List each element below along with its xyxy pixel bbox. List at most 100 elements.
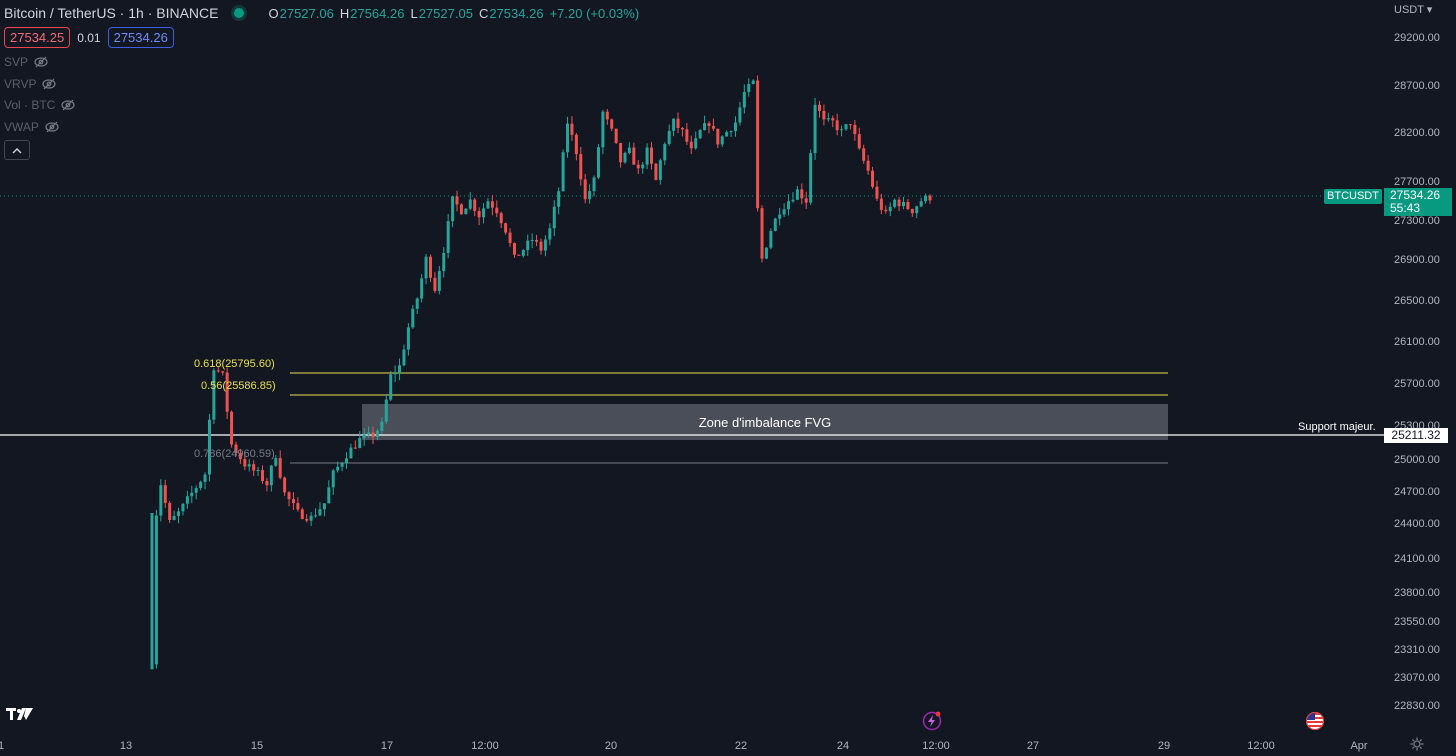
price-axis-label: 28200.00 <box>1394 127 1440 139</box>
candle <box>685 122 689 146</box>
eye-slash-icon[interactable] <box>34 56 48 68</box>
candle <box>287 491 291 507</box>
price-axis-label: 26900.00 <box>1394 254 1440 266</box>
eye-slash-icon[interactable] <box>45 121 59 133</box>
low-label: L <box>410 5 418 21</box>
candle <box>243 452 247 471</box>
candle <box>596 144 600 180</box>
candle <box>349 443 353 459</box>
candle <box>406 323 410 356</box>
market-status-icon[interactable] <box>234 8 245 18</box>
candle <box>800 183 804 205</box>
time-axis-label: 12:00 <box>471 740 499 752</box>
eye-slash-icon[interactable] <box>42 78 57 90</box>
candle <box>641 161 645 174</box>
eye-slash-icon[interactable] <box>61 99 75 111</box>
candle <box>393 365 397 383</box>
fib-level-0786[interactable]: 0.786(24960.59) <box>194 448 275 460</box>
candle <box>212 368 216 425</box>
candle <box>464 208 468 215</box>
candle <box>499 211 503 228</box>
candle <box>283 476 287 496</box>
candle <box>650 142 654 170</box>
candle <box>619 142 623 168</box>
candle <box>557 187 561 215</box>
support-label[interactable]: Support majeur. <box>1298 421 1376 433</box>
candle <box>415 297 419 314</box>
close-value: 27534.26 <box>489 5 544 21</box>
indicator-label: VRVP <box>4 77 37 91</box>
candle <box>345 452 348 469</box>
fvg-zone-rect[interactable] <box>362 404 1168 440</box>
tradingview-logo-icon[interactable] <box>6 706 34 727</box>
close-label: C <box>478 5 489 21</box>
sell-button[interactable]: 27534.25 <box>4 27 71 48</box>
price-axis-label: 24100.00 <box>1394 553 1440 565</box>
indicator-vwap[interactable]: VWAP <box>4 120 59 134</box>
candle <box>535 234 539 247</box>
candle <box>203 472 207 490</box>
candle <box>278 450 282 480</box>
price-axis-label: 25700.00 <box>1394 378 1440 390</box>
candle <box>375 429 379 441</box>
candle <box>194 485 198 500</box>
time-axis-label: Apr <box>1350 740 1367 752</box>
candle <box>605 109 609 125</box>
candle <box>751 79 755 85</box>
gear-icon[interactable] <box>1410 737 1424 756</box>
indicator-vrvp[interactable]: VRVP <box>4 77 57 91</box>
candle <box>261 465 265 484</box>
support-price-tag: 25211.32 <box>1384 428 1448 443</box>
symbol-title[interactable]: Bitcoin / TetherUS · 1h · BINANCE <box>4 5 219 21</box>
candle <box>309 511 313 527</box>
price-axis-label: 23550.00 <box>1394 616 1440 628</box>
us-flag-icon[interactable] <box>1305 711 1325 736</box>
buy-button[interactable]: 27534.26 <box>107 27 174 48</box>
fib-level-056[interactable]: 0.56(25586.85) <box>201 380 276 392</box>
candle <box>411 305 415 329</box>
candle <box>747 78 751 97</box>
candle <box>468 192 472 211</box>
current-price: 27534.26 <box>1390 188 1441 202</box>
candle <box>256 466 260 477</box>
candle <box>698 128 702 140</box>
candle <box>729 130 733 138</box>
currency-label: USDT <box>1394 4 1424 16</box>
candle <box>482 203 486 224</box>
fvg-zone-label[interactable]: Zone d'imbalance FVG <box>698 415 832 430</box>
fib-level-0618[interactable]: 0.618(25795.60) <box>194 358 275 370</box>
price-axis-label: 29200.00 <box>1394 32 1440 44</box>
candle <box>928 194 932 204</box>
candle <box>150 513 154 670</box>
candle <box>168 500 172 523</box>
candle <box>826 112 830 122</box>
candle <box>508 228 512 247</box>
candle <box>636 160 640 175</box>
time-axis-label: 20 <box>605 740 617 752</box>
time-axis-label: 17 <box>381 740 393 752</box>
candle <box>871 166 875 189</box>
candle <box>543 235 547 257</box>
candle <box>446 214 450 259</box>
candle <box>875 180 879 201</box>
indicator-volume[interactable]: Vol · BTC <box>4 98 75 112</box>
candle <box>848 124 852 130</box>
indicator-svp[interactable]: SVP <box>4 55 48 69</box>
candle <box>782 203 786 218</box>
high-value: 27564.26 <box>350 5 405 21</box>
candle <box>269 464 273 492</box>
candle <box>809 149 813 205</box>
candle <box>539 238 543 255</box>
currency-selector[interactable]: USDT ▾ <box>1394 3 1432 16</box>
time-axis-label: 27 <box>1027 740 1039 752</box>
time-axis-label: 15 <box>251 740 263 752</box>
time-axis-label: 29 <box>1158 740 1170 752</box>
spread-value: 0.01 <box>77 30 101 45</box>
candle <box>252 460 256 476</box>
lightning-icon[interactable] <box>922 711 942 736</box>
candle <box>694 131 698 150</box>
candle <box>689 135 693 155</box>
candle <box>517 254 521 256</box>
collapse-indicators-button[interactable] <box>4 140 30 160</box>
